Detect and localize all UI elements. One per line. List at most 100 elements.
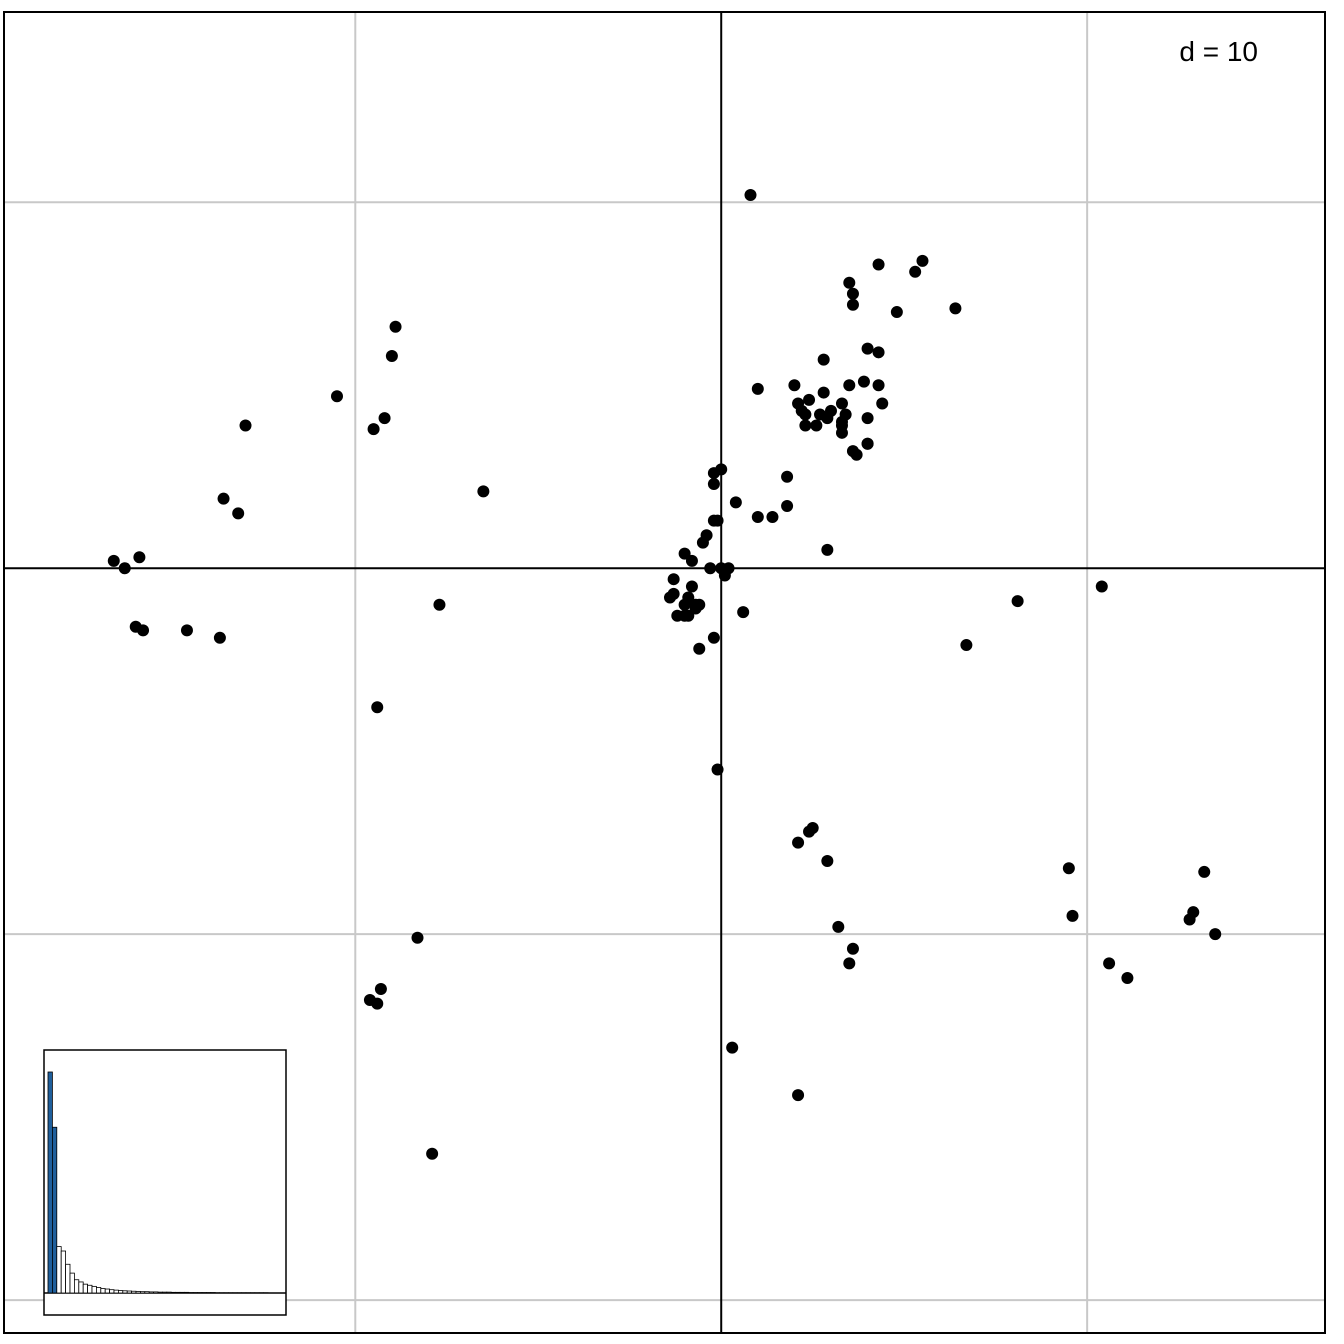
inset-bar (104, 1288, 110, 1294)
data-point (426, 1147, 439, 1160)
data-point (751, 510, 764, 523)
data-point (1121, 972, 1134, 985)
inset-bar (179, 1291, 185, 1294)
inset-bar (153, 1291, 159, 1294)
data-point (788, 379, 801, 392)
data-point (846, 942, 859, 955)
data-point (817, 386, 830, 399)
data-point (857, 375, 870, 388)
data-point (378, 412, 391, 425)
scale-label: d = 10 (1179, 36, 1258, 67)
inset-bar (175, 1291, 181, 1294)
plot-frame (3, 11, 1326, 1334)
inset-bar (47, 1071, 53, 1294)
data-point (232, 507, 245, 520)
data-point (137, 624, 150, 637)
data-point (411, 931, 424, 944)
data-point (707, 467, 720, 480)
data-point (217, 492, 230, 505)
data-point (1062, 862, 1075, 875)
data-point (726, 1041, 739, 1054)
data-point (707, 631, 720, 644)
data-point (846, 445, 859, 458)
data-point (799, 408, 812, 421)
inset-bar (135, 1291, 141, 1294)
data-point (781, 500, 794, 513)
data-point (792, 1089, 805, 1102)
data-point (821, 543, 834, 556)
data-point (707, 478, 720, 491)
inset-bar (69, 1272, 75, 1294)
inset-bar (157, 1291, 163, 1294)
data-point (118, 562, 131, 575)
inset-bar (91, 1285, 97, 1294)
data-point (890, 306, 903, 319)
data-point (133, 551, 146, 564)
inset-bar (87, 1284, 93, 1294)
inset-bar (100, 1288, 106, 1294)
data-point (1011, 595, 1024, 608)
data-point (107, 554, 120, 567)
origin-axes (4, 12, 1325, 1333)
inset-bar (52, 1126, 58, 1294)
data-point (663, 591, 676, 604)
data-point (821, 412, 834, 425)
data-point (330, 390, 343, 403)
data-point (682, 609, 695, 622)
inset-bar (60, 1250, 67, 1294)
data-points (107, 188, 1222, 1160)
data-point (737, 606, 750, 619)
data-point (766, 510, 779, 523)
data-point (781, 470, 794, 483)
data-point (960, 639, 973, 652)
data-point (846, 298, 859, 311)
inset-bar (109, 1289, 115, 1294)
data-point (685, 580, 698, 593)
data-point (861, 342, 874, 355)
data-point (433, 598, 446, 611)
inset-bar (56, 1246, 62, 1294)
data-point (799, 419, 812, 432)
inset-bar (78, 1281, 84, 1294)
data-point (1209, 928, 1222, 941)
data-point (861, 412, 874, 425)
data-point (872, 346, 885, 359)
data-point (872, 258, 885, 271)
inset-bar (161, 1291, 168, 1294)
data-point (374, 983, 387, 996)
data-point (846, 287, 859, 300)
data-point (751, 382, 764, 395)
inset-bar (139, 1291, 146, 1294)
data-point (707, 514, 720, 527)
data-point (180, 624, 193, 637)
inset-bar (96, 1287, 102, 1294)
data-point (678, 547, 691, 560)
data-point (371, 997, 384, 1010)
data-point (821, 854, 834, 867)
inset-bar (74, 1279, 80, 1294)
data-point (835, 397, 848, 410)
data-point (477, 485, 490, 498)
data-point (371, 701, 384, 714)
inset-frame (43, 1049, 287, 1316)
data-point (239, 419, 252, 432)
data-point (1095, 580, 1108, 593)
inset-bar (131, 1290, 137, 1294)
data-point (1066, 909, 1079, 922)
data-point (1183, 913, 1196, 926)
data-point (693, 642, 706, 655)
data-point (843, 276, 856, 289)
data-point (806, 822, 819, 835)
inset-bar (170, 1291, 176, 1294)
data-point (385, 349, 398, 362)
data-point (817, 353, 830, 366)
data-point (843, 957, 856, 970)
inset-bar (148, 1291, 154, 1294)
data-point (718, 569, 731, 582)
data-point (876, 397, 889, 410)
inset-bar (82, 1283, 88, 1294)
inset-bar (118, 1290, 124, 1294)
data-point (835, 419, 848, 432)
data-point (909, 265, 922, 278)
